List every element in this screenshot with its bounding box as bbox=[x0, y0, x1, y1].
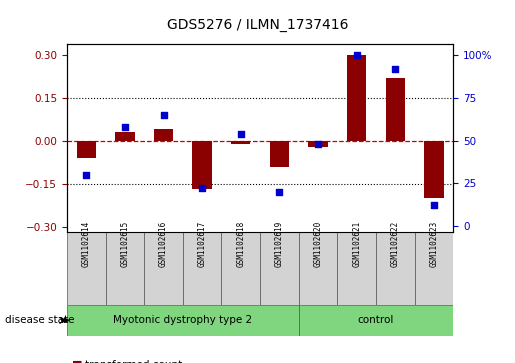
Bar bbox=[386, 78, 405, 141]
Bar bbox=[347, 55, 366, 141]
Bar bbox=[231, 141, 250, 144]
Text: GDS5276 / ILMN_1737416: GDS5276 / ILMN_1737416 bbox=[167, 18, 348, 32]
Bar bbox=[77, 141, 96, 158]
Text: GSM1102622: GSM1102622 bbox=[391, 221, 400, 267]
Point bbox=[391, 66, 400, 72]
Bar bbox=[144, 232, 183, 305]
Bar bbox=[106, 232, 144, 305]
Bar bbox=[67, 305, 299, 336]
Bar bbox=[308, 141, 328, 147]
Bar bbox=[415, 232, 453, 305]
Text: disease state: disease state bbox=[5, 315, 75, 325]
Bar bbox=[115, 132, 134, 141]
Point bbox=[314, 141, 322, 147]
Text: GSM1102616: GSM1102616 bbox=[159, 221, 168, 267]
Point bbox=[121, 124, 129, 130]
Bar bbox=[376, 232, 415, 305]
Bar bbox=[270, 141, 289, 167]
Bar bbox=[183, 232, 221, 305]
Text: Myotonic dystrophy type 2: Myotonic dystrophy type 2 bbox=[113, 315, 252, 325]
Text: transformed count: transformed count bbox=[85, 360, 182, 363]
Text: ■: ■ bbox=[72, 360, 82, 363]
Text: GSM1102618: GSM1102618 bbox=[236, 221, 245, 267]
Bar bbox=[299, 232, 337, 305]
Point bbox=[198, 185, 206, 191]
Text: control: control bbox=[358, 315, 394, 325]
Bar bbox=[424, 141, 443, 198]
Point bbox=[82, 172, 91, 178]
Bar bbox=[67, 232, 106, 305]
Point bbox=[275, 189, 283, 195]
Point bbox=[430, 203, 438, 208]
Text: GSM1102617: GSM1102617 bbox=[198, 221, 207, 267]
Text: GSM1102614: GSM1102614 bbox=[82, 221, 91, 267]
Point bbox=[352, 53, 360, 58]
Bar bbox=[299, 305, 453, 336]
Text: GSM1102620: GSM1102620 bbox=[314, 221, 322, 267]
Text: GSM1102621: GSM1102621 bbox=[352, 221, 361, 267]
Text: GSM1102619: GSM1102619 bbox=[275, 221, 284, 267]
Bar bbox=[221, 232, 260, 305]
Text: GSM1102615: GSM1102615 bbox=[121, 221, 129, 267]
Bar bbox=[337, 232, 376, 305]
Text: GSM1102623: GSM1102623 bbox=[430, 221, 438, 267]
Point bbox=[159, 112, 167, 118]
Bar bbox=[154, 129, 173, 141]
Bar bbox=[260, 232, 299, 305]
Bar bbox=[193, 141, 212, 189]
Point bbox=[236, 131, 245, 137]
